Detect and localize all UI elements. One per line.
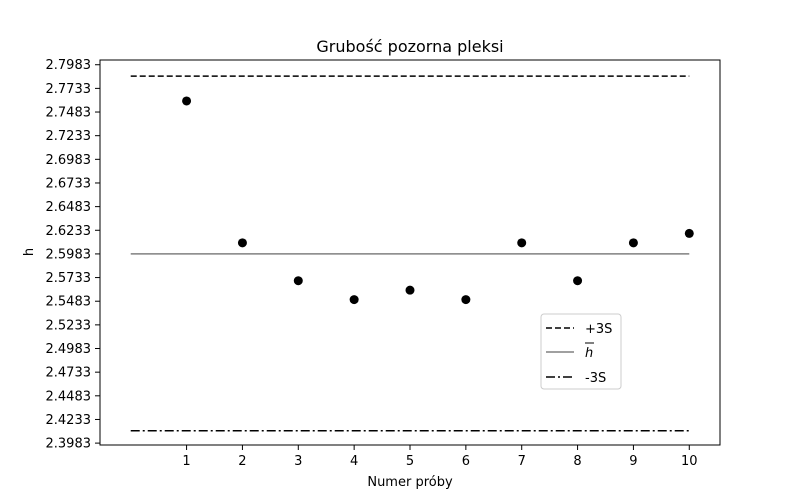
data-point [182,96,192,106]
y-tick-label: 2.4733 [46,366,92,381]
x-tick-label: 10 [681,454,698,469]
y-tick-label: 2.5733 [46,271,92,286]
y-tick-label: 2.7983 [46,58,92,73]
y-axis-label: h [22,248,37,256]
x-tick-label: 8 [573,454,581,469]
data-point [237,238,247,248]
x-tick-label: 6 [462,454,470,469]
data-point [349,295,359,305]
data-point [405,285,415,295]
y-tick-label: 2.6983 [46,153,92,168]
y-tick-label: 2.7233 [46,129,92,144]
x-tick-label: 9 [629,454,637,469]
legend-label: +3S [585,322,612,337]
y-tick-label: 2.7733 [46,82,92,97]
data-point [293,276,303,286]
legend-label: -3S [585,371,606,386]
reference-lines [130,75,690,432]
y-tick-label: 2.7483 [46,106,92,121]
x-axis-label: Numer próby [367,475,453,490]
y-tick-label: 2.6483 [46,200,92,215]
y-tick-label: 2.6733 [46,176,92,191]
x-axis-ticks: 1 2 3 4 5 6 7 8 9 10 [182,445,698,469]
legend-box [540,313,622,390]
legend-label: h [585,346,593,361]
data-point [461,295,471,305]
x-tick-label: 5 [406,454,414,469]
chart-title: Grubość pozorna pleksi [316,37,503,56]
x-tick-label: 2 [238,454,246,469]
x-tick-label: 7 [518,454,526,469]
data-point [628,238,638,248]
x-tick-label: 1 [182,454,190,469]
y-tick-label: 2.5233 [46,318,92,333]
y-tick-label: 2.6233 [46,224,92,239]
y-tick-label: 2.5983 [46,247,92,262]
data-point [684,228,694,238]
y-tick-label: 2.3983 [46,437,92,452]
y-tick-label: 2.4983 [46,342,92,357]
y-tick-label: 2.4483 [46,389,92,404]
plot-frame [99,59,721,446]
legend: +3S h -3S [540,313,622,390]
data-point [573,276,583,286]
y-tick-label: 2.4233 [46,413,92,428]
y-axis-ticks: 2.3983 2.4233 2.4483 2.4733 2.4983 2.5233 2.54… [46,58,100,452]
x-tick-label: 3 [294,454,302,469]
data-points [182,96,694,305]
data-point [517,238,527,248]
y-tick-label: 2.5483 [46,295,92,310]
x-tick-label: 4 [350,454,358,469]
